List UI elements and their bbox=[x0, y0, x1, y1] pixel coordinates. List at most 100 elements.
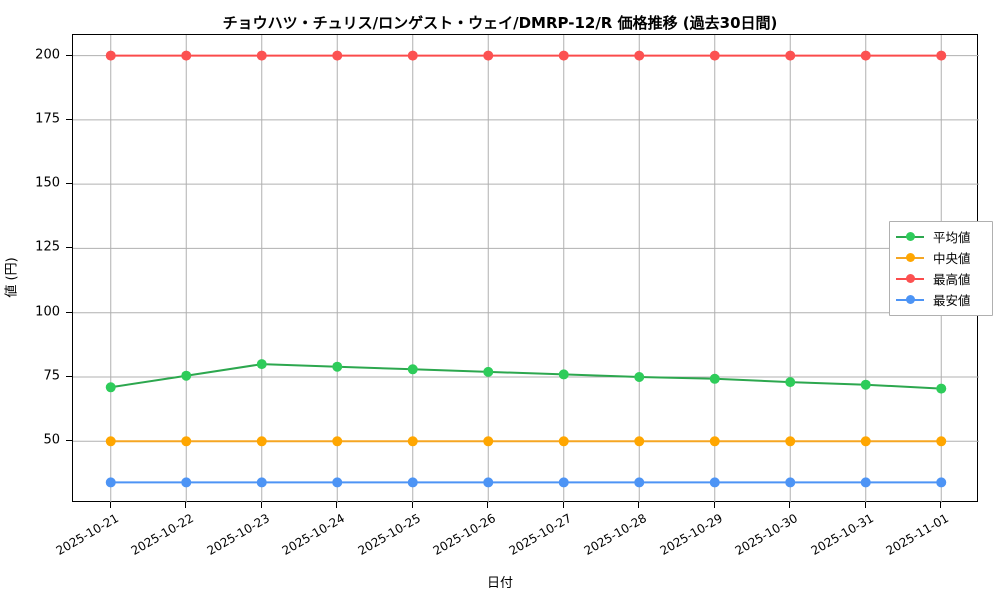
x-tick-mark bbox=[260, 502, 262, 508]
data-point bbox=[407, 364, 418, 375]
data-point bbox=[785, 50, 796, 61]
y-tick-label: 50 bbox=[43, 432, 60, 448]
series-layer bbox=[105, 50, 947, 488]
data-point bbox=[407, 436, 418, 447]
legend-marker-icon bbox=[895, 229, 925, 245]
data-point bbox=[105, 436, 116, 447]
data-point bbox=[709, 436, 720, 447]
data-point bbox=[860, 379, 871, 390]
legend-item-1[interactable]: 平均値 bbox=[895, 226, 987, 247]
data-point bbox=[634, 372, 645, 382]
data-point bbox=[332, 477, 343, 488]
plot-area bbox=[72, 34, 979, 503]
legend-marker-icon bbox=[895, 250, 925, 266]
series-3 bbox=[105, 50, 947, 61]
x-tick-label: 2025-10-30 bbox=[732, 511, 801, 558]
series-line bbox=[109, 363, 943, 390]
x-tick-label: 2025-10-25 bbox=[355, 511, 423, 558]
data-point bbox=[936, 383, 947, 394]
x-tick-mark bbox=[638, 502, 640, 508]
data-point bbox=[105, 477, 116, 488]
data-point bbox=[709, 50, 720, 61]
data-point bbox=[785, 477, 796, 488]
vertical-gridlines bbox=[110, 35, 942, 503]
x-tick-label: 2025-10-27 bbox=[506, 511, 574, 558]
legend-item-2[interactable]: 中央値 bbox=[895, 247, 987, 268]
data-point bbox=[860, 477, 871, 488]
data-point bbox=[634, 477, 645, 488]
x-tick-mark bbox=[864, 502, 866, 508]
legend-label: 最安値 bbox=[933, 293, 971, 308]
x-tick-mark bbox=[713, 502, 715, 508]
x-tick-label: 2025-10-23 bbox=[204, 511, 272, 558]
y-tick-label: 125 bbox=[35, 239, 60, 255]
legend-label: 中央値 bbox=[933, 251, 971, 266]
x-tick-label: 2025-10-31 bbox=[808, 511, 876, 558]
legend-item-4[interactable]: 最安値 bbox=[895, 289, 987, 310]
data-point bbox=[256, 359, 267, 370]
x-tick-mark bbox=[487, 502, 489, 508]
data-point bbox=[558, 50, 569, 61]
data-point bbox=[483, 436, 494, 447]
data-point bbox=[936, 436, 947, 447]
data-point bbox=[860, 436, 871, 447]
data-point bbox=[634, 50, 645, 61]
data-point bbox=[558, 369, 569, 380]
plot-svg bbox=[73, 35, 979, 503]
data-point bbox=[332, 50, 343, 61]
x-tick-mark bbox=[336, 502, 338, 508]
data-point bbox=[256, 50, 267, 61]
data-point bbox=[181, 436, 192, 447]
data-point bbox=[483, 477, 494, 488]
x-tick-mark bbox=[411, 502, 413, 508]
series-2 bbox=[105, 436, 947, 447]
y-axis-label: 値 (円) bbox=[4, 257, 20, 298]
data-point bbox=[483, 366, 494, 377]
legend-marker-icon bbox=[895, 292, 925, 308]
data-point bbox=[256, 436, 267, 447]
x-tick-label: 2025-10-21 bbox=[53, 511, 121, 558]
legend-label: 平均値 bbox=[933, 230, 971, 245]
y-tick-label: 200 bbox=[35, 47, 60, 63]
x-tick-label: 2025-10-26 bbox=[430, 511, 499, 558]
data-point bbox=[181, 477, 192, 488]
chart-legend[interactable]: 平均値中央値最高値最安値 bbox=[889, 221, 993, 316]
data-point bbox=[407, 50, 418, 61]
y-tick-label: 75 bbox=[43, 368, 60, 384]
data-point bbox=[332, 436, 343, 447]
data-point bbox=[558, 436, 569, 447]
legend-label: 最高値 bbox=[933, 272, 971, 287]
series-4 bbox=[105, 477, 947, 488]
data-point bbox=[483, 50, 494, 61]
data-point bbox=[181, 50, 192, 61]
x-axis-label: 日付 bbox=[486, 576, 513, 591]
data-point bbox=[936, 50, 947, 61]
series-1 bbox=[105, 359, 947, 394]
x-tick-label: 2025-10-22 bbox=[128, 511, 197, 558]
legend-item-3[interactable]: 最高値 bbox=[895, 268, 987, 289]
x-tick-mark bbox=[940, 502, 942, 508]
x-tick-mark bbox=[109, 502, 111, 508]
data-point bbox=[105, 382, 116, 393]
data-point bbox=[860, 50, 871, 61]
y-tick-label: 175 bbox=[35, 111, 60, 127]
x-tick-label: 2025-10-28 bbox=[581, 511, 650, 558]
x-tick-mark bbox=[789, 502, 791, 508]
data-point bbox=[785, 377, 796, 388]
data-point bbox=[558, 477, 569, 488]
data-point bbox=[936, 477, 947, 488]
x-tick-mark bbox=[562, 502, 564, 508]
data-point bbox=[407, 477, 418, 488]
x-tick-label: 2025-11-01 bbox=[883, 511, 952, 558]
y-tick-label: 150 bbox=[35, 175, 60, 191]
data-point bbox=[785, 436, 796, 447]
x-tick-label: 2025-10-24 bbox=[279, 511, 348, 558]
data-point bbox=[181, 370, 192, 381]
x-tick-label: 2025-10-29 bbox=[657, 511, 725, 558]
x-tick-mark bbox=[185, 502, 187, 508]
data-point bbox=[634, 436, 645, 447]
data-point bbox=[256, 477, 267, 488]
legend-marker-icon bbox=[895, 271, 925, 287]
data-point bbox=[709, 477, 720, 488]
